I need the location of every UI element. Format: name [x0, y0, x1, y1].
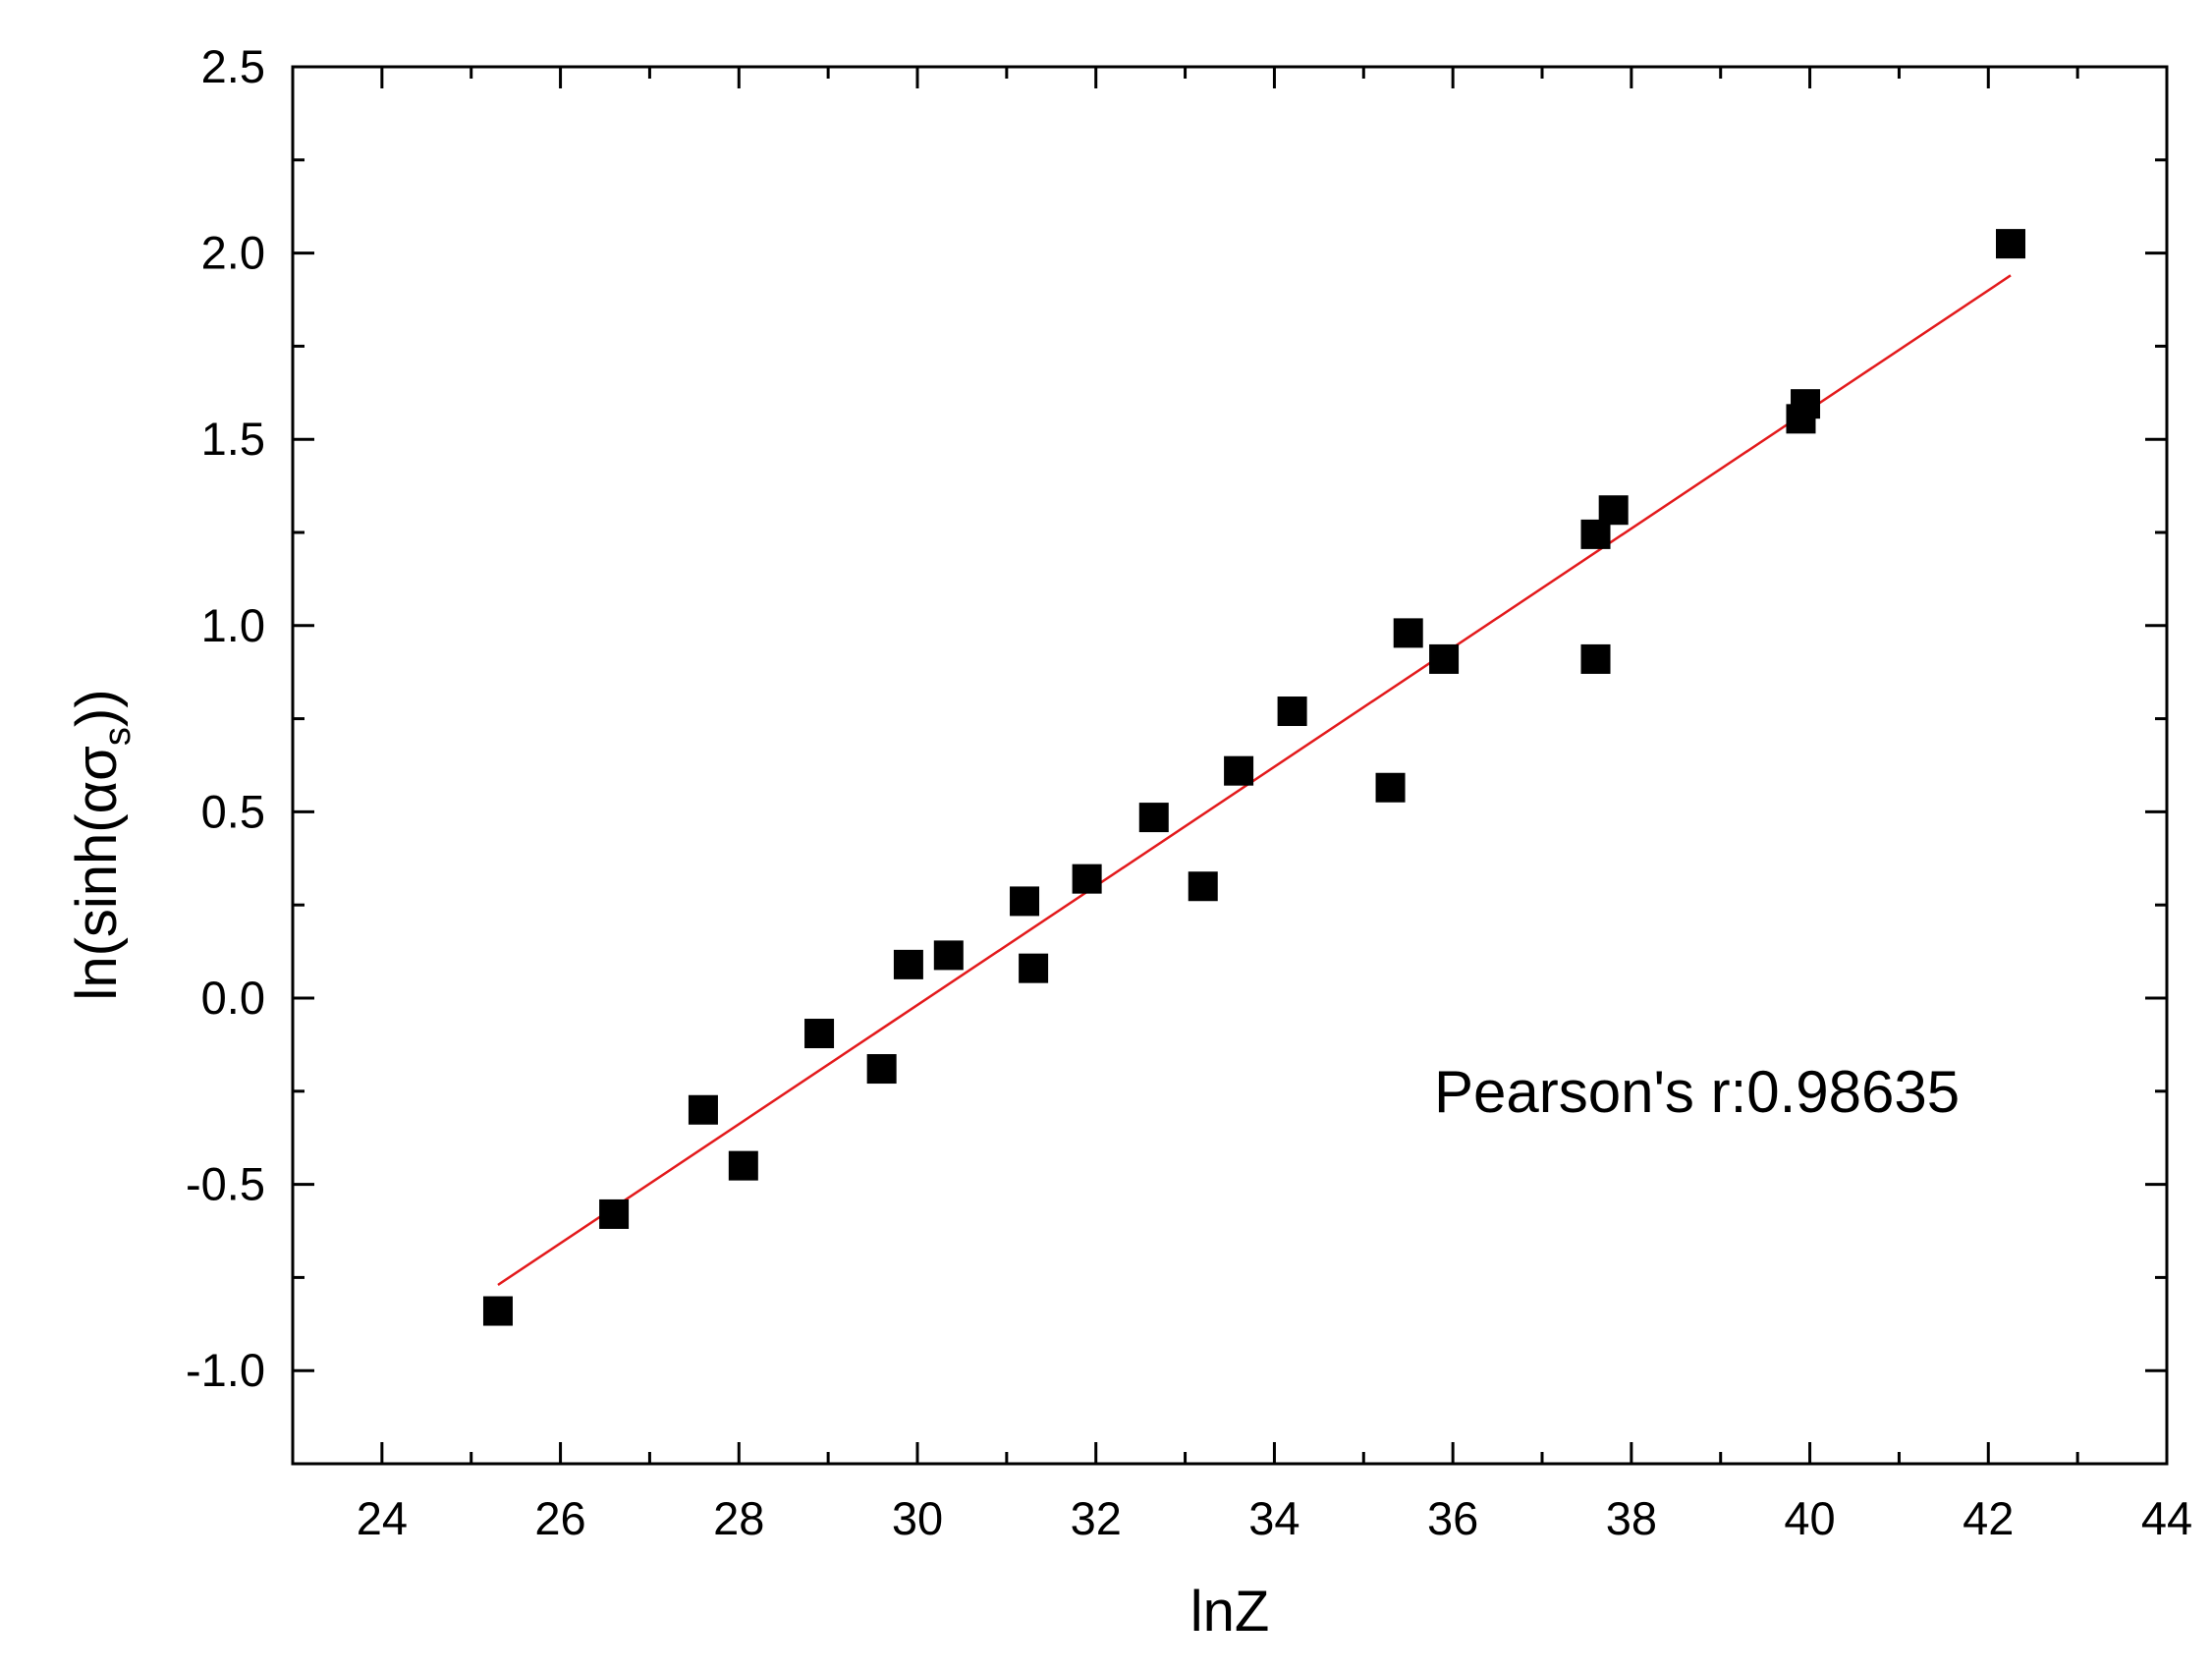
y-tick-label: 2.5: [201, 40, 265, 92]
points-layer: [482, 229, 2025, 1326]
x-tick-label: 40: [1784, 1492, 1835, 1544]
y-axis-title: ln(sinh(ασs)): [65, 689, 138, 1000]
fit-layer: [497, 274, 2012, 1287]
x-tick-label: 38: [1606, 1492, 1657, 1544]
y-tick-label: 1.5: [201, 413, 265, 465]
data-point: [1393, 618, 1423, 648]
data-point: [688, 1094, 718, 1125]
data-point: [728, 1150, 758, 1181]
data-point: [893, 949, 923, 979]
data-point: [1580, 643, 1611, 674]
x-tick-label: 32: [1071, 1492, 1122, 1544]
data-point: [1072, 864, 1102, 894]
y-tick-label: 0.5: [201, 785, 265, 837]
y-tick-label: 2.0: [201, 227, 265, 279]
y-axis-title-suffix: )): [65, 689, 129, 727]
data-point: [1138, 803, 1169, 833]
data-point: [1375, 772, 1406, 803]
y-axis-title-prefix: ln(sinh(: [65, 813, 129, 1000]
fit-line: [497, 274, 2012, 1287]
data-point: [1277, 697, 1307, 727]
data-point: [482, 1296, 513, 1326]
x-tick-label: 30: [892, 1492, 943, 1544]
pearson-annotation: Pearson's r:0.98635: [1434, 1059, 1960, 1125]
x-tick-label: 28: [713, 1492, 764, 1544]
x-tick-label: 42: [1963, 1492, 2014, 1544]
data-point: [599, 1198, 630, 1229]
data-point: [804, 1019, 835, 1049]
data-point: [1188, 871, 1218, 902]
data-point: [866, 1054, 897, 1085]
x-tick-label: 24: [357, 1492, 408, 1544]
data-point: [1598, 495, 1629, 526]
data-point: [1019, 953, 1049, 983]
x-tick-label: 36: [1427, 1492, 1478, 1544]
y-tick-label: 1.0: [201, 599, 265, 651]
y-axis-title-subscript: s: [97, 727, 138, 746]
x-tick-label: 34: [1248, 1492, 1300, 1544]
labels-layer: 24 26 28 30 32 34 36 38 40 42 44 -1.0 -0.5 0.0 0.5 1.0 1…: [186, 40, 2192, 1544]
y-tick-label: -1.0: [186, 1344, 265, 1396]
y-tick-label: 0.0: [201, 972, 265, 1024]
x-tick-label: 44: [2141, 1492, 2192, 1544]
x-axis-title: lnZ: [1190, 1580, 1270, 1644]
y-tick-label: -0.5: [186, 1158, 265, 1210]
x-tick-label: 26: [534, 1492, 585, 1544]
data-point: [1010, 886, 1040, 917]
data-point: [933, 940, 964, 971]
y-axis-title-symbol: ασ: [65, 746, 129, 813]
data-point: [1429, 643, 1460, 674]
data-point: [1996, 229, 2025, 259]
data-point: [1791, 389, 1821, 419]
plot-frame: [291, 65, 2169, 1466]
data-point: [1224, 755, 1254, 786]
